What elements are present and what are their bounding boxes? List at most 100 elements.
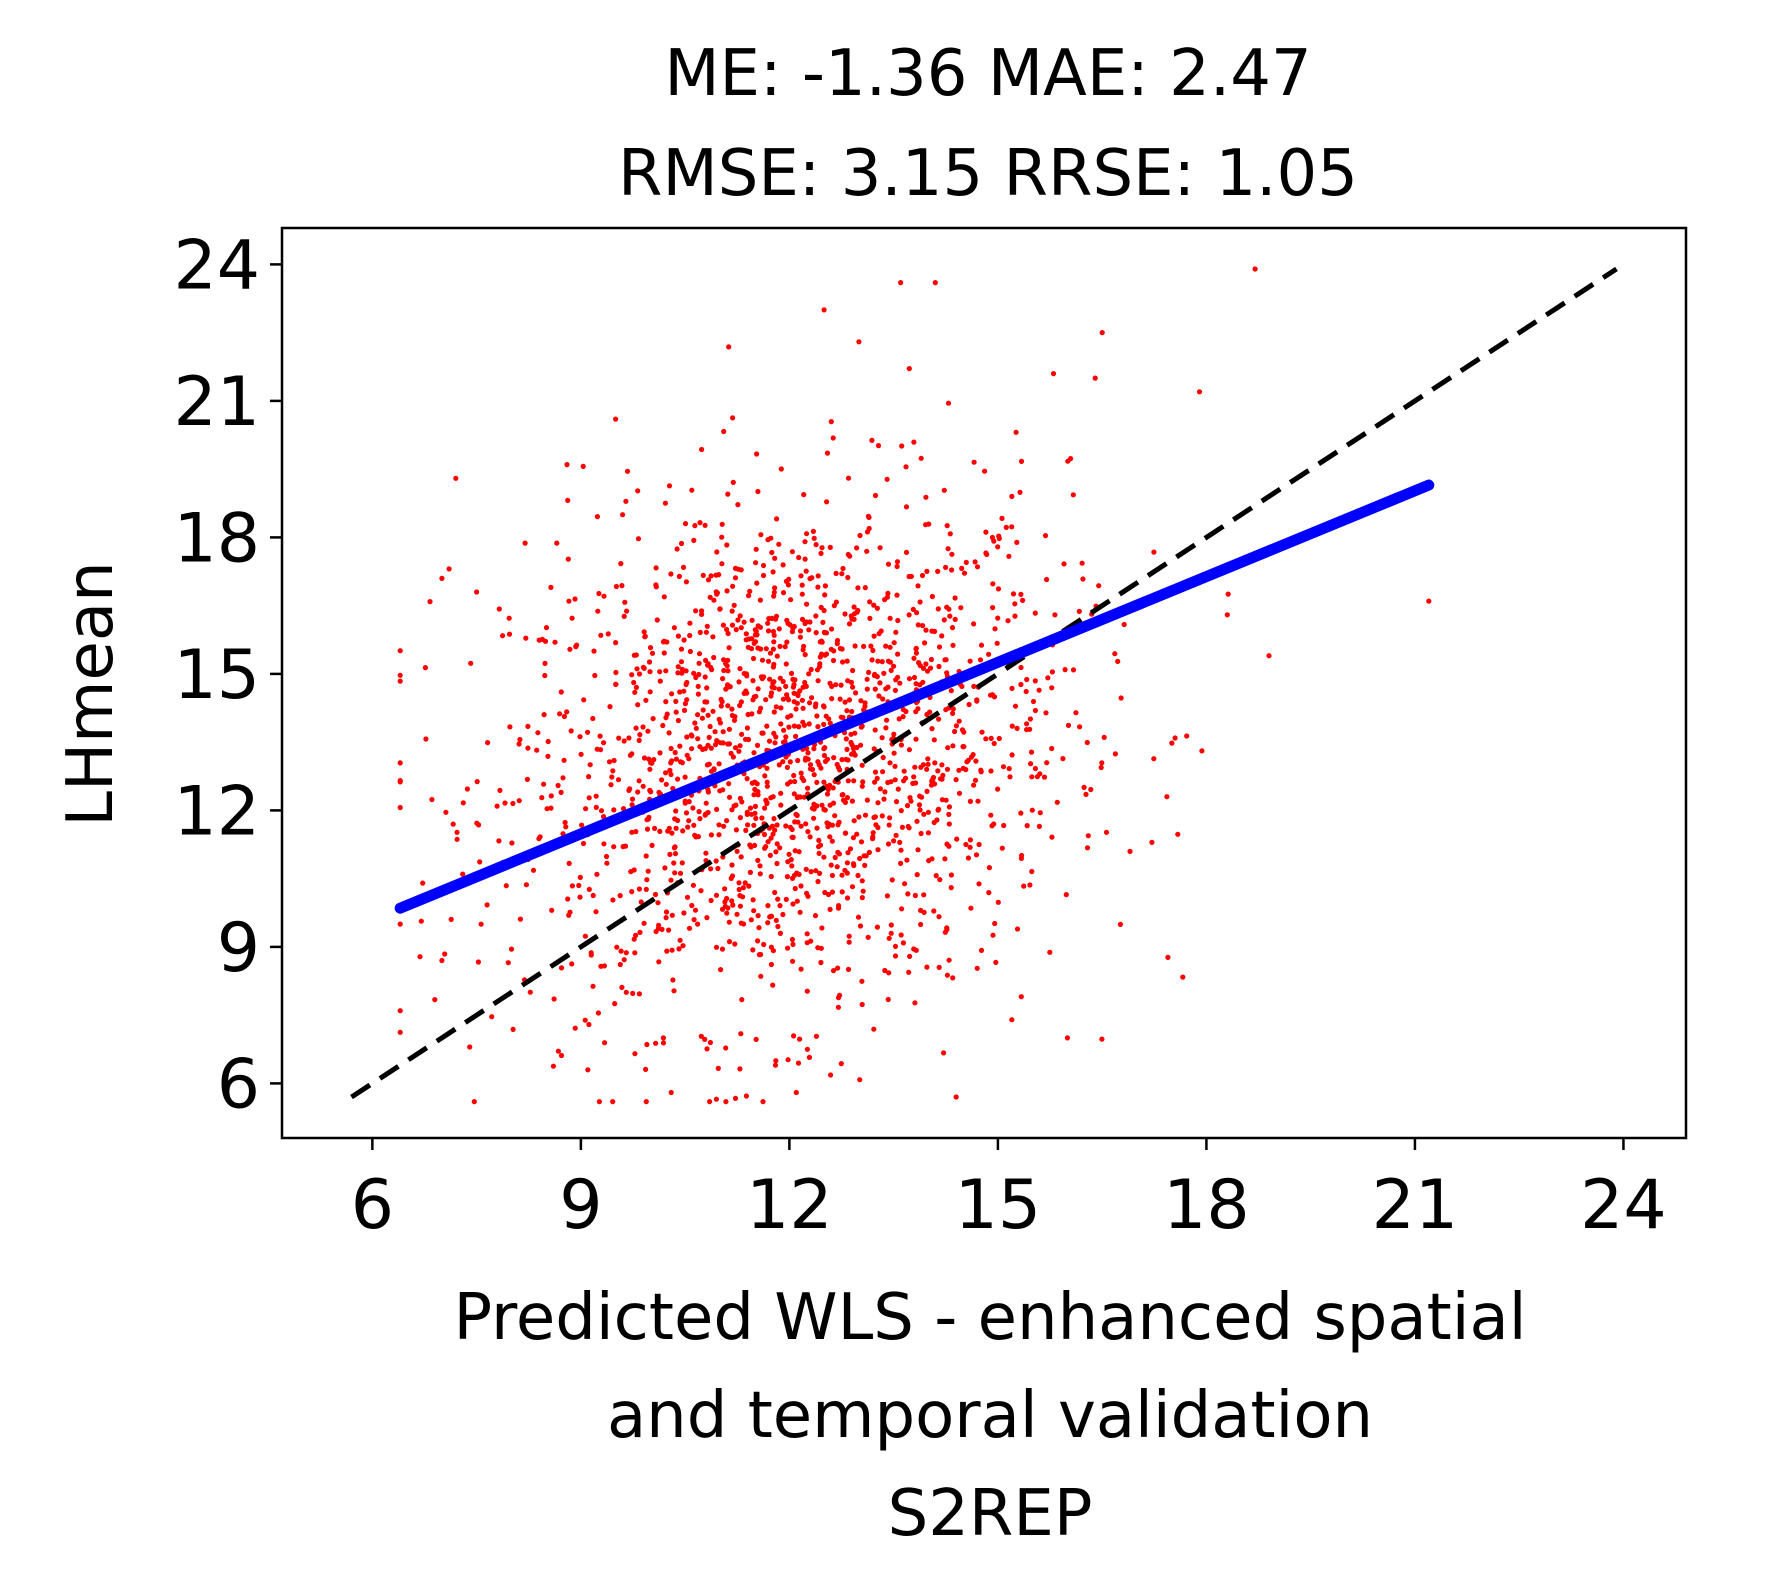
- scatter-point: [948, 885, 954, 891]
- scatter-point: [776, 686, 782, 692]
- scatter-point: [952, 595, 958, 601]
- scatter-point: [663, 770, 669, 776]
- scatter-point: [845, 966, 852, 973]
- scatter-point: [474, 589, 480, 595]
- scatter-point: [821, 746, 827, 752]
- scatter-point: [726, 939, 733, 945]
- scatter-point: [934, 817, 940, 823]
- scatter-point: [705, 577, 712, 583]
- scatter-point: [753, 639, 759, 645]
- scatter-point: [860, 888, 866, 894]
- scatter-point: [1077, 724, 1083, 730]
- scatter-point: [832, 813, 838, 819]
- scatter-point: [601, 814, 607, 820]
- scatter-point: [623, 989, 629, 995]
- scatter-point: [949, 567, 955, 573]
- scatter-point: [817, 870, 823, 877]
- scatter-point: [800, 684, 806, 690]
- scatter-point: [833, 682, 839, 688]
- scatter-point: [722, 899, 728, 905]
- scatter-point: [807, 576, 813, 582]
- scatter-point: [680, 828, 686, 834]
- scatter-point: [870, 830, 876, 836]
- scatter-point: [737, 666, 743, 672]
- scatter-point: [555, 782, 561, 789]
- scatter-point: [800, 719, 806, 725]
- scatter-point: [806, 1054, 813, 1060]
- scatter-point: [1070, 667, 1077, 673]
- scatter-point: [1426, 598, 1432, 604]
- scatter-point: [903, 464, 909, 470]
- scatter-point: [647, 669, 653, 675]
- scatter-point: [906, 366, 912, 372]
- scatter-point: [885, 590, 891, 597]
- scatter-point: [761, 941, 767, 948]
- scatter-point: [829, 838, 835, 844]
- scatter-point: [790, 958, 796, 964]
- scatter-point: [891, 731, 897, 737]
- scatter-point: [1065, 722, 1072, 729]
- scatter-point: [558, 789, 564, 796]
- scatter-point: [974, 564, 981, 570]
- x-tick-label: 21: [1372, 1166, 1459, 1245]
- scatter-point: [586, 886, 592, 893]
- scatter-point: [821, 307, 827, 313]
- scatter-point: [663, 909, 670, 915]
- scatter-point: [695, 712, 701, 718]
- scatter-point: [478, 921, 484, 927]
- scatter-point: [733, 627, 739, 633]
- scatter-point: [885, 841, 892, 847]
- scatter-point: [826, 716, 832, 722]
- scatter-point: [898, 847, 904, 853]
- scatter-point: [881, 796, 887, 802]
- scatter-point: [1092, 375, 1098, 381]
- scatter-point: [1021, 883, 1027, 889]
- scatter-point: [819, 925, 825, 931]
- scatter-point: [708, 768, 715, 774]
- scatter-point: [693, 725, 699, 732]
- scatter-point: [747, 805, 754, 811]
- scatter-point: [735, 617, 741, 623]
- scatter-point: [637, 732, 643, 738]
- scatter-point: [702, 699, 708, 705]
- scatter-point: [813, 1033, 820, 1039]
- scatter-point: [432, 997, 438, 1003]
- scatter-point: [657, 669, 663, 675]
- scatter-point: [907, 953, 913, 960]
- scatter-point: [726, 645, 732, 651]
- scatter-point: [663, 715, 669, 721]
- scatter-point: [641, 920, 647, 926]
- scatter-point: [716, 716, 722, 722]
- scatter-point: [1064, 1035, 1070, 1041]
- scatter-point: [994, 640, 1000, 646]
- scatter-point: [797, 688, 803, 694]
- scatter-point: [687, 632, 693, 639]
- scatter-point: [617, 893, 623, 899]
- scatter-point: [1115, 658, 1121, 665]
- scatter-point: [821, 779, 827, 785]
- scatter-point: [678, 659, 685, 665]
- scatter-point: [484, 902, 490, 908]
- scatter-point: [983, 736, 989, 742]
- scatter-point: [793, 706, 799, 712]
- scatter-point: [899, 824, 906, 830]
- scatter-point: [755, 857, 761, 864]
- scatter-point: [947, 531, 953, 537]
- scatter-point: [684, 752, 690, 758]
- scatter-point: [924, 568, 930, 575]
- scatter-point: [799, 591, 805, 597]
- scatter-point: [732, 1095, 739, 1101]
- scatter-point: [768, 835, 774, 841]
- scatter-point: [827, 834, 833, 840]
- scatter-point: [566, 598, 572, 604]
- scatter-point: [806, 627, 812, 633]
- scatter-point: [908, 798, 914, 804]
- scatter-point: [724, 588, 730, 594]
- scatter-point: [598, 632, 604, 638]
- scatter-point: [818, 638, 825, 644]
- scatter-point: [673, 756, 680, 762]
- scatter-point: [965, 855, 972, 861]
- scatter-point: [807, 762, 814, 768]
- scatter-point: [654, 617, 660, 623]
- scatter-point: [911, 774, 917, 780]
